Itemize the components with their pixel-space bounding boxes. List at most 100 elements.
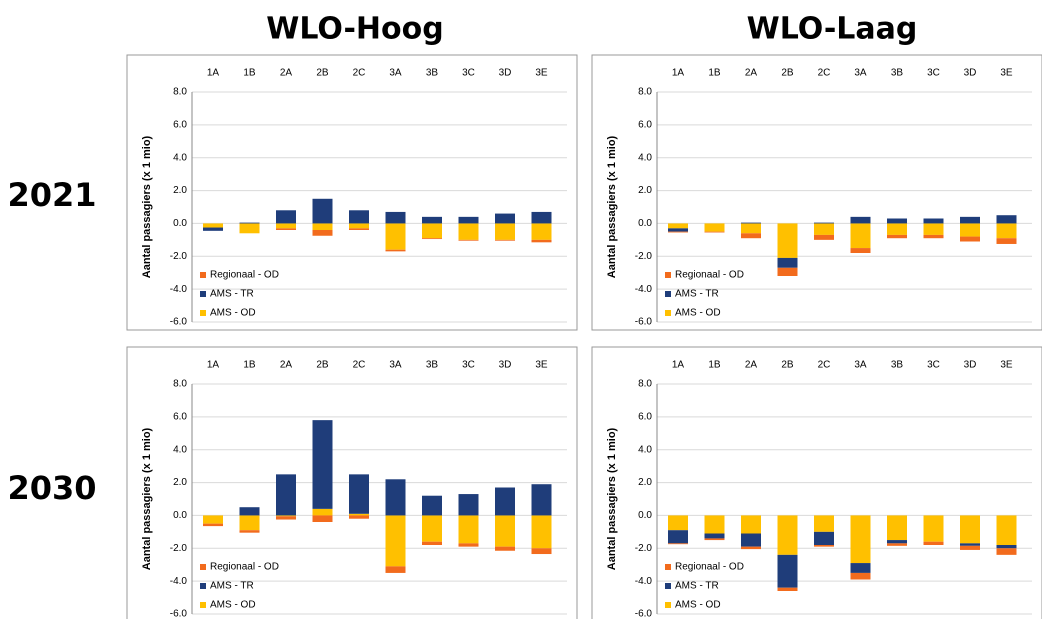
legend-label: AMS - TR: [675, 581, 719, 592]
bar-segment: [668, 228, 688, 232]
bar-segment: [312, 223, 333, 230]
x-tick-label: 3D: [964, 360, 977, 371]
bar-segment: [458, 543, 479, 547]
legend-label: AMS - TR: [210, 581, 254, 592]
bar-segment: [495, 223, 515, 240]
bar-segment: [850, 572, 871, 580]
x-tick-label: 3B: [891, 68, 904, 79]
x-tick-label: 1A: [207, 360, 220, 371]
y-axis-label: Aantal passagiers (x 1 mio): [141, 427, 153, 570]
y-tick-label: 8.0: [173, 379, 187, 390]
bar-segment: [385, 211, 406, 224]
bar-segment: [422, 238, 442, 240]
y-tick-label: 0.0: [173, 510, 187, 521]
bar-segment: [996, 238, 1017, 244]
y-tick-label: 0.0: [173, 218, 187, 229]
legend-swatch: [200, 310, 206, 316]
legend-swatch: [200, 564, 206, 570]
y-tick-label: 6.0: [173, 119, 187, 130]
y-tick-label: 6.0: [638, 119, 652, 130]
y-axis-label: Aantal passagiers (x 1 mio): [141, 135, 153, 278]
panel-frame: [126, 346, 578, 619]
bar-segment: [203, 223, 223, 228]
bar-segment: [531, 484, 552, 516]
legend-swatch: [665, 272, 671, 278]
bar-segment: [239, 222, 260, 224]
x-tick-label: 3A: [854, 360, 867, 371]
bar-segment: [385, 515, 406, 567]
x-tick-label: 2C: [818, 360, 831, 371]
y-tick-label: 2.0: [173, 185, 187, 196]
bar-segment: [349, 474, 369, 514]
bar-segment: [741, 223, 761, 234]
bar-segment: [422, 223, 442, 239]
x-tick-label: 3C: [462, 68, 475, 79]
bar-segment: [960, 545, 980, 550]
y-tick-label: 8.0: [638, 87, 652, 98]
bar-segment: [777, 515, 798, 555]
bar-segment: [276, 515, 296, 517]
bar-segment: [312, 508, 333, 516]
bar-segment: [495, 239, 515, 241]
bar-segment: [960, 543, 980, 546]
bar-segment: [276, 516, 296, 520]
bar-segment: [814, 515, 834, 532]
y-tick-label: 6.0: [173, 411, 187, 422]
legend-swatch: [665, 564, 671, 570]
bar-segment: [349, 228, 369, 230]
legend-label: AMS - TR: [210, 289, 254, 300]
bar-segment: [960, 216, 980, 224]
y-tick-label: -6.0: [170, 609, 188, 619]
bar-segment: [531, 548, 552, 555]
legend-label: AMS - OD: [210, 600, 256, 611]
bar-segment: [203, 227, 223, 231]
bar-segment: [814, 545, 834, 547]
bar-segment: [495, 515, 515, 547]
bar-segment: [385, 566, 406, 573]
legend-label: AMS - OD: [210, 308, 256, 319]
bar-segment: [850, 223, 871, 249]
bar-segment: [704, 223, 725, 232]
bar-segment: [704, 533, 725, 539]
legend-swatch: [665, 310, 671, 316]
x-tick-label: 1B: [708, 360, 721, 371]
panel-frame: [591, 346, 1042, 619]
panel: -6.0 -4.0 -2.0 0.0 2.0 4.0 6.0 8.0 Aantal passag…: [591, 346, 1042, 619]
bar-segment: [312, 420, 333, 509]
x-tick-label: 1B: [708, 68, 721, 79]
y-axis-label: Aantal passagiers (x 1 mio): [606, 427, 618, 570]
x-tick-label: 3A: [854, 68, 867, 79]
bar-segment: [276, 210, 296, 224]
y-tick-label: 8.0: [173, 87, 187, 98]
legend-swatch: [200, 602, 206, 608]
bar-segment: [458, 515, 479, 544]
panel-frame: [126, 54, 578, 331]
x-tick-label: 3E: [1000, 360, 1013, 371]
bar-segment: [850, 248, 871, 253]
legend-swatch: [665, 602, 671, 608]
y-tick-label: -4.0: [170, 576, 188, 587]
bar-segment: [458, 494, 479, 516]
x-tick-label: 3B: [426, 68, 439, 79]
x-tick-label: 3C: [462, 360, 475, 371]
bar-segment: [276, 223, 296, 229]
bar-segment: [741, 233, 761, 239]
y-tick-label: 4.0: [173, 152, 187, 163]
bar-segment: [239, 515, 260, 531]
y-axis-label: Aantal passagiers (x 1 mio): [606, 135, 618, 278]
y-tick-label: 2.0: [173, 477, 187, 488]
x-tick-label: 2C: [353, 68, 366, 79]
bar-segment: [668, 231, 688, 233]
bar-segment: [668, 223, 688, 229]
bar-segment: [239, 223, 260, 234]
bar-segment: [960, 223, 980, 237]
bar-segment: [239, 530, 260, 533]
bar-segment: [531, 239, 552, 243]
bar-segment: [312, 198, 333, 224]
x-tick-label: 3D: [499, 360, 512, 371]
x-tick-label: 2A: [280, 68, 293, 79]
panel: -6.0 -4.0 -2.0 0.0 2.0 4.0 6.0 8.0 Aantal passag…: [591, 54, 1042, 331]
bar-segment: [996, 223, 1017, 239]
legend-label: AMS - TR: [675, 289, 719, 300]
bar-segment: [668, 515, 688, 531]
